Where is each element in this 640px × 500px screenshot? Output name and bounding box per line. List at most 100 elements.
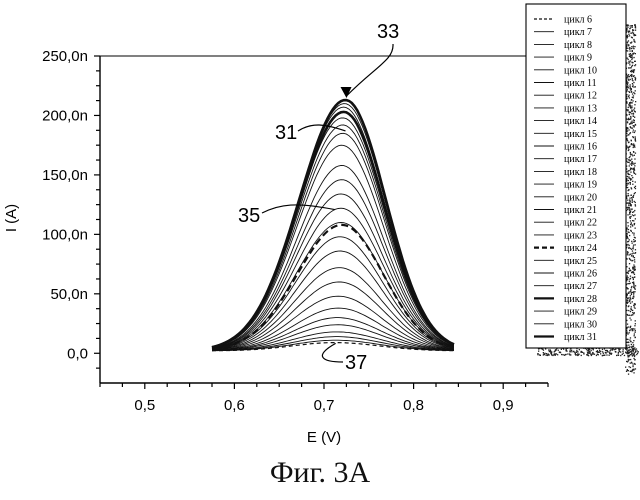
legend-shadow-speck <box>629 214 630 215</box>
legend-shadow-speck <box>627 134 628 135</box>
legend-shadow-speck <box>611 353 612 354</box>
legend-shadow-speck <box>629 355 630 356</box>
legend-shadow-speck <box>565 349 566 350</box>
legend-shadow-speck <box>630 226 631 227</box>
legend-shadow-speck <box>629 133 630 134</box>
legend-shadow-speck <box>628 104 629 105</box>
legend-shadow-speck <box>633 268 634 269</box>
legend-shadow-speck <box>635 204 636 205</box>
legend-shadow-speck <box>633 354 634 355</box>
legend-shadow-speck <box>557 354 558 355</box>
legend-shadow-speck <box>634 158 635 159</box>
legend-shadow-speck <box>631 74 632 75</box>
legend-shadow-speck <box>631 346 632 347</box>
legend-shadow-speck <box>629 92 630 93</box>
legend-shadow-speck <box>635 140 636 141</box>
legend-shadow-speck <box>634 308 635 309</box>
legend-shadow-speck <box>629 203 630 204</box>
legend-shadow-speck <box>628 96 629 97</box>
legend-shadow-speck <box>634 193 635 194</box>
legend-entry: цикл 18 <box>564 167 597 178</box>
legend-shadow-speck <box>629 124 630 125</box>
legend-shadow-speck <box>593 349 594 350</box>
legend-shadow-speck <box>637 350 638 351</box>
legend-shadow-speck <box>633 113 634 114</box>
legend-shadow-speck <box>629 112 630 113</box>
legend-shadow-speck <box>629 359 630 360</box>
legend-shadow-speck <box>627 339 628 340</box>
legend-shadow-speck <box>631 205 632 206</box>
legend-shadow-speck <box>632 102 633 103</box>
legend-shadow-speck <box>627 370 628 371</box>
legend-shadow-speck <box>626 207 627 208</box>
legend-entry: цикл 7 <box>564 27 592 38</box>
legend-shadow-speck <box>629 50 630 51</box>
legend-shadow-speck <box>627 140 628 141</box>
y-tick-label: 150,0n <box>42 167 88 184</box>
legend-shadow-speck <box>633 125 634 126</box>
legend-shadow-speck <box>635 61 636 62</box>
legend-shadow-speck <box>583 353 584 354</box>
legend-shadow-speck <box>635 130 636 131</box>
legend-shadow-speck <box>572 351 573 352</box>
legend-shadow-speck <box>627 48 628 49</box>
legend-shadow-speck <box>629 279 630 280</box>
legend-shadow-speck <box>631 42 632 43</box>
legend-shadow-speck <box>633 151 634 152</box>
legend-shadow-speck <box>633 143 634 144</box>
legend-shadow-speck <box>622 351 623 352</box>
legend-shadow-speck <box>632 349 633 350</box>
legend-shadow-speck <box>634 325 635 326</box>
legend-shadow-speck <box>631 99 632 100</box>
legend-shadow-speck <box>632 196 633 197</box>
legend-shadow-speck <box>637 353 638 354</box>
legend-shadow-speck <box>631 76 632 77</box>
legend-shadow-speck <box>627 187 628 188</box>
legend-shadow-speck <box>634 303 635 304</box>
legend-shadow-speck <box>627 333 628 334</box>
legend-shadow-speck <box>620 351 621 352</box>
legend-shadow-speck <box>597 352 598 353</box>
legend-shadow-speck <box>633 39 634 40</box>
legend-shadow-speck <box>556 353 557 354</box>
legend-shadow-speck <box>632 30 633 31</box>
legend-shadow-speck <box>630 319 631 320</box>
legend-shadow-speck <box>632 312 633 313</box>
legend-shadow-speck <box>630 311 631 312</box>
legend-shadow-speck <box>632 80 633 81</box>
legend-shadow-speck <box>627 254 628 255</box>
legend-shadow-speck <box>628 40 629 41</box>
legend-shadow-speck <box>634 291 635 292</box>
legend-shadow-speck <box>632 301 633 302</box>
legend-shadow-speck <box>633 279 634 280</box>
legend-shadow-speck <box>543 350 544 351</box>
legend-shadow-speck <box>634 165 635 166</box>
legend-shadow-speck <box>628 271 629 272</box>
legend-shadow-speck <box>629 254 630 255</box>
legend-shadow-speck <box>638 351 639 352</box>
legend-shadow-speck <box>630 163 631 164</box>
legend-shadow-speck <box>630 25 631 26</box>
legend-shadow-speck <box>633 57 634 58</box>
legend-shadow-speck <box>632 27 633 28</box>
legend-shadow-speck <box>630 116 631 117</box>
legend-shadow-speck <box>633 86 634 87</box>
legend-shadow-speck <box>633 348 634 349</box>
legend-shadow-speck <box>600 351 601 352</box>
legend-shadow-speck <box>607 351 608 352</box>
legend-shadow-speck <box>619 350 620 351</box>
legend-shadow-speck <box>559 352 560 353</box>
legend-shadow-speck <box>628 162 629 163</box>
legend-shadow-speck <box>632 83 633 84</box>
legend-shadow-speck <box>634 224 635 225</box>
legend-shadow-speck <box>633 272 634 273</box>
legend-shadow-speck <box>635 139 636 140</box>
legend-entry: цикл 16 <box>564 142 597 153</box>
legend-shadow-speck <box>609 350 610 351</box>
legend-shadow-speck <box>630 184 631 185</box>
y-axis-label: I (A) <box>3 204 20 232</box>
legend-shadow-speck <box>634 237 635 238</box>
legend-shadow-speck <box>630 327 631 328</box>
x-tick-label: 0,9 <box>493 397 514 414</box>
legend-shadow-speck <box>634 276 635 277</box>
